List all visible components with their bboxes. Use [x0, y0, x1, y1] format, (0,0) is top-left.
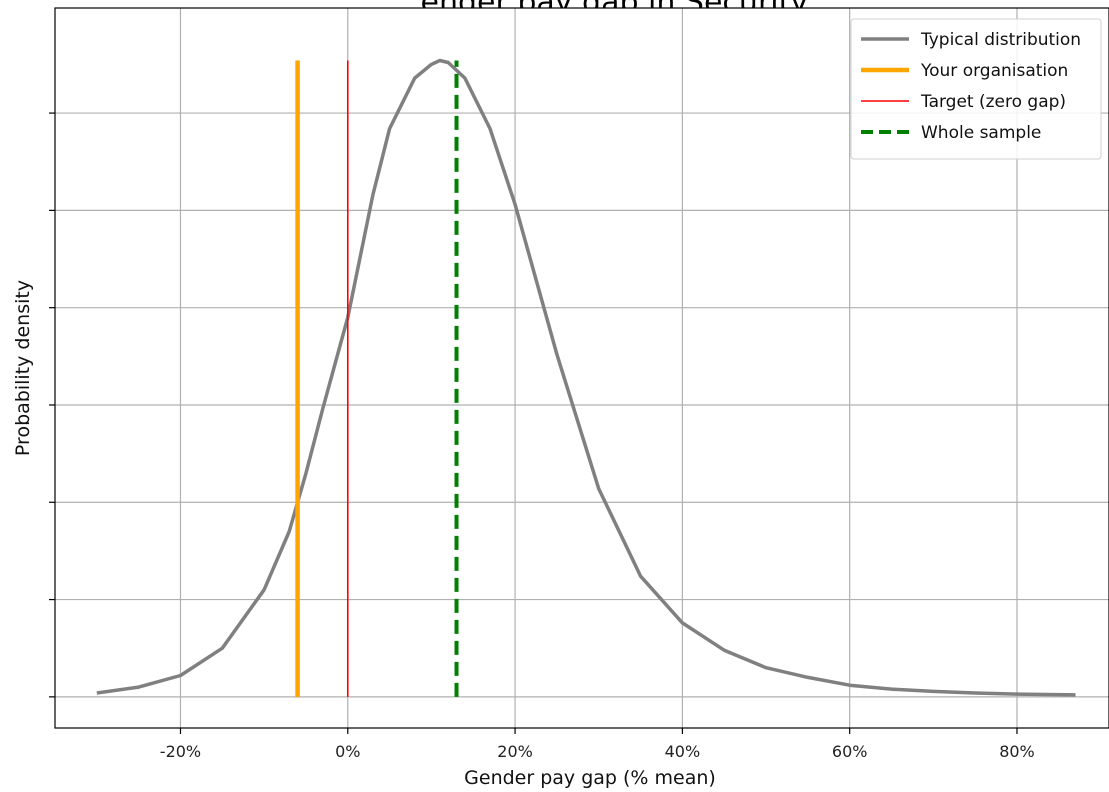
- series-layer: [96, 58, 1076, 697]
- legend-label-0: Typical distribution: [920, 30, 1081, 50]
- legend-label-1: Your organisation: [920, 61, 1068, 81]
- x-tick-label-1: 0%: [335, 742, 360, 761]
- x-tick-label-4: 60%: [832, 742, 868, 761]
- legend-box: [850, 18, 1102, 160]
- legend: Typical distribution Your organisation Tar…: [850, 18, 1102, 160]
- y-axis-label: Probability density: [12, 280, 34, 456]
- series-line-0: [96, 58, 1076, 697]
- x-tick-label-2: 20%: [497, 742, 533, 761]
- x-tick-label-0: -20%: [160, 742, 201, 761]
- legend-label-2: Target (zero gap): [920, 92, 1066, 112]
- x-tick-label-5: 80%: [999, 742, 1035, 761]
- vline-layer: [295, 60, 459, 697]
- legend-label-3: Whole sample: [921, 123, 1041, 143]
- x-axis-label: Gender pay gap (% mean): [464, 767, 716, 789]
- plot-frame: [54, 7, 1109, 729]
- x-ticks: -20% 0% 20% 40% 60% 80%: [160, 728, 1035, 761]
- y-ticks: [49, 112, 55, 698]
- x-tick-label-3: 40%: [665, 742, 701, 761]
